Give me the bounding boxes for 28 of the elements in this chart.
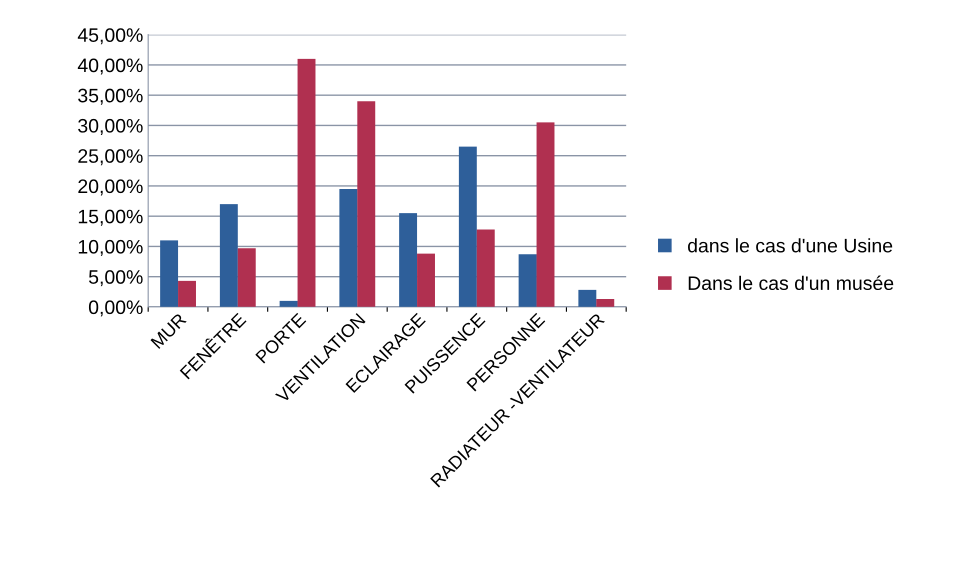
bar bbox=[518, 254, 537, 307]
y-tick-label: 15,00% bbox=[78, 210, 143, 226]
bar bbox=[178, 280, 196, 307]
y-tick-label: 0,00% bbox=[88, 300, 143, 316]
bar bbox=[458, 146, 477, 307]
y-tick-label: 35,00% bbox=[78, 88, 143, 105]
y-tick-label: 20,00% bbox=[78, 179, 143, 196]
y-tick-label: 45,00% bbox=[78, 28, 143, 44]
bar bbox=[578, 290, 596, 307]
y-tick-label: 25,00% bbox=[78, 149, 143, 166]
legend-label: dans le cas d'une Usine bbox=[688, 238, 892, 252]
bar bbox=[536, 122, 554, 307]
bar bbox=[476, 229, 495, 307]
bar bbox=[160, 240, 178, 307]
bar bbox=[280, 300, 298, 307]
y-tick-label: 10,00% bbox=[78, 240, 143, 256]
y-tick-label: 30,00% bbox=[78, 118, 143, 135]
bar bbox=[298, 58, 316, 307]
y-tick-label: 5,00% bbox=[88, 270, 143, 286]
bar bbox=[399, 213, 418, 307]
bar bbox=[220, 204, 238, 307]
bar bbox=[417, 254, 435, 307]
bar bbox=[357, 101, 376, 307]
bar bbox=[596, 299, 614, 307]
y-tick-label: 40,00% bbox=[78, 58, 143, 75]
bar bbox=[238, 248, 256, 307]
legend-label: Dans le cas d'un musée bbox=[688, 276, 894, 290]
bar bbox=[339, 188, 358, 307]
